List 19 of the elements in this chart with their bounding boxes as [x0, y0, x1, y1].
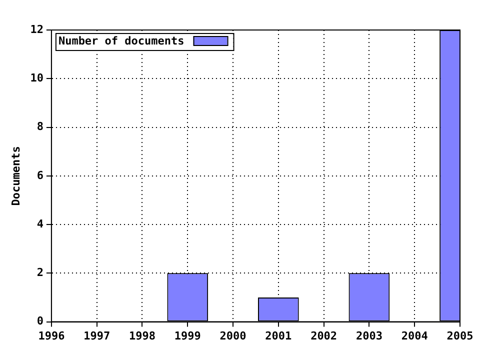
x-tick-label: 2002 [310, 329, 338, 342]
y-tick-label: 0 [36, 314, 44, 328]
x-tick-label: 2000 [220, 329, 246, 342]
y-tick-label: 12 [30, 22, 44, 36]
y-tick-label: 4 [36, 217, 44, 230]
y-tick-label: 10 [30, 71, 44, 84]
y-tick-label: 6 [36, 168, 44, 182]
x-tick-label: 1997 [84, 329, 110, 342]
x-tick-label: 1998 [128, 329, 156, 342]
x-tick-label: 2003 [356, 329, 382, 342]
y-axis-title: Documents [9, 146, 22, 206]
y-tick-label: 2 [36, 266, 44, 280]
legend-label: Number of documents [58, 34, 184, 48]
x-tick-label: 2004 [401, 329, 428, 342]
x-tick-label: 2005 [446, 329, 474, 342]
x-tick-label: 2001 [265, 329, 292, 342]
x-tick-label: 1996 [38, 329, 66, 342]
x-tick-label: 1999 [174, 329, 201, 342]
y-tick-label: 8 [36, 120, 44, 134]
